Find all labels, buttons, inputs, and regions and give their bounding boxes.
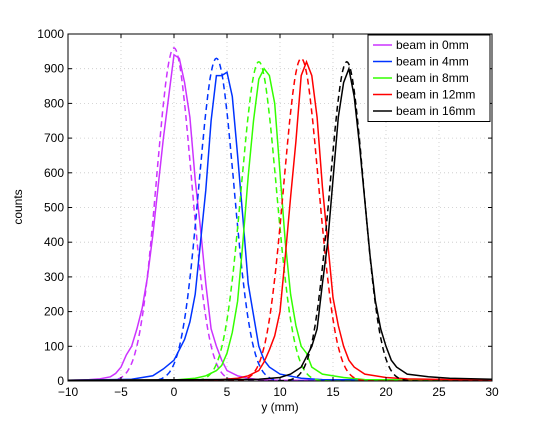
y-tick-label: 800	[44, 96, 64, 110]
legend-label: beam in 12mm	[396, 88, 475, 102]
ticks: −10 −5 0 5 10 15 20 25 3001002003004005006007008…	[37, 27, 499, 399]
x-tick-label: 30	[485, 385, 499, 399]
histogram-line	[68, 59, 492, 381]
x-tick-label: 0	[171, 385, 178, 399]
y-axis-label: counts	[11, 189, 25, 224]
legend: beam in 0mm beam in 4mm beam in 8mm beam in…	[367, 34, 491, 122]
histogram-line	[68, 65, 492, 381]
y-tick-label: 100	[44, 339, 64, 353]
x-tick-label: −5	[114, 385, 128, 399]
y-tick-label: 200	[44, 305, 64, 319]
y-tick-label: 600	[44, 166, 64, 180]
fit-curve	[68, 60, 492, 381]
y-tick-label: 0	[57, 374, 64, 388]
y-tick-label: 1000	[37, 27, 64, 41]
series-beam-in-8mm	[68, 60, 492, 381]
histogram-line	[68, 67, 492, 381]
x-tick-label: 20	[379, 385, 393, 399]
y-tick-label: 400	[44, 235, 64, 249]
legend-label: beam in 0mm	[396, 38, 469, 52]
y-tick-label: 500	[44, 201, 64, 215]
series-beam-in-12mm	[68, 57, 492, 381]
histogram-line	[68, 53, 492, 381]
legend-label: beam in 8mm	[396, 71, 469, 85]
series-beam-in-0mm	[68, 47, 492, 381]
x-tick-label: 25	[432, 385, 446, 399]
legend-label: beam in 4mm	[396, 55, 469, 69]
x-tick-label: 15	[326, 385, 340, 399]
legend-label: beam in 16mm	[396, 104, 475, 118]
x-tick-label: 10	[273, 385, 287, 399]
x-tick-label: −10	[58, 385, 79, 399]
x-tick-label: 5	[224, 385, 231, 399]
y-tick-label: 700	[44, 131, 64, 145]
y-tick-label: 900	[44, 62, 64, 76]
y-tick-label: 300	[44, 270, 64, 284]
x-axis-label: y (mm)	[261, 400, 298, 414]
